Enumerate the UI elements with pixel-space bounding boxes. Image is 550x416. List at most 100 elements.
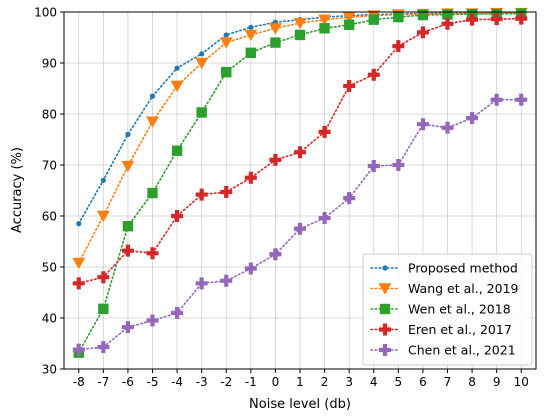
data-point bbox=[367, 68, 380, 81]
data-point bbox=[466, 13, 479, 26]
data-point bbox=[269, 153, 282, 166]
data-point bbox=[343, 192, 356, 205]
data-point bbox=[269, 248, 282, 261]
legend-marker bbox=[382, 265, 388, 271]
x-tick-label: 6 bbox=[419, 375, 427, 389]
data-point bbox=[392, 40, 405, 53]
x-tick-label: 8 bbox=[468, 375, 476, 389]
legend-label: Wang et al., 2019 bbox=[408, 281, 519, 296]
legend-marker bbox=[378, 283, 392, 295]
x-tick-label: -6 bbox=[122, 375, 134, 389]
data-point bbox=[121, 244, 134, 257]
data-point bbox=[294, 29, 306, 41]
x-tick-label: -5 bbox=[147, 375, 159, 389]
legend-box bbox=[362, 253, 533, 366]
y-tick-label: 80 bbox=[42, 108, 57, 122]
data-point bbox=[442, 9, 453, 20]
data-point bbox=[199, 51, 205, 57]
data-point bbox=[294, 146, 306, 159]
x-tick-label: 7 bbox=[444, 375, 452, 389]
data-point bbox=[318, 14, 332, 26]
x-axis-label: Noise level (db) bbox=[249, 397, 351, 412]
data-point bbox=[72, 257, 86, 270]
data-point bbox=[490, 93, 503, 106]
data-point bbox=[97, 341, 110, 354]
data-point bbox=[515, 12, 528, 25]
y-tick-label: 70 bbox=[42, 159, 57, 173]
data-point bbox=[76, 221, 82, 227]
data-point bbox=[490, 13, 503, 26]
data-point bbox=[97, 271, 110, 284]
legend: Proposed method Wang et al., 2019 Wen et a… bbox=[362, 253, 533, 366]
series-4 bbox=[72, 93, 528, 356]
data-point bbox=[367, 160, 380, 173]
legend-label: Chen et al., 2021 bbox=[408, 343, 516, 358]
data-point bbox=[318, 212, 331, 225]
data-point bbox=[72, 343, 85, 356]
y-tick-label: 60 bbox=[42, 210, 57, 224]
data-point bbox=[223, 32, 229, 38]
x-tick-label: 9 bbox=[493, 375, 501, 389]
data-point bbox=[96, 210, 110, 223]
data-point bbox=[171, 306, 184, 319]
data-point bbox=[318, 125, 331, 138]
data-point bbox=[416, 26, 429, 39]
x-tick-label: 3 bbox=[345, 375, 353, 389]
legend-label: Wen et al., 2018 bbox=[408, 302, 511, 317]
data-point bbox=[219, 37, 233, 49]
data-point bbox=[392, 159, 405, 171]
legend-item: Wang et al., 2019 bbox=[370, 281, 519, 296]
legend-marker bbox=[379, 323, 391, 336]
series-2 bbox=[73, 8, 527, 358]
data-point bbox=[416, 118, 429, 131]
data-point bbox=[125, 131, 131, 137]
y-tick-label: 40 bbox=[42, 312, 57, 326]
data-point bbox=[196, 107, 207, 118]
data-point bbox=[146, 314, 159, 327]
data-point bbox=[171, 210, 184, 222]
data-point bbox=[146, 247, 159, 260]
data-point bbox=[244, 171, 257, 184]
data-point bbox=[417, 9, 429, 21]
y-tick-label: 30 bbox=[42, 363, 57, 377]
y-axis-label: Accuracy (%) bbox=[10, 147, 25, 233]
data-point bbox=[171, 145, 183, 156]
data-point bbox=[220, 186, 233, 199]
series-3 bbox=[72, 12, 528, 290]
data-point bbox=[244, 262, 257, 275]
x-tick-label: -3 bbox=[196, 375, 208, 389]
data-point bbox=[221, 66, 232, 78]
x-tick-label: -4 bbox=[171, 375, 183, 389]
legend-item: Proposed method bbox=[370, 261, 518, 276]
data-point bbox=[293, 18, 307, 30]
data-point bbox=[195, 57, 209, 70]
x-tick-label: 10 bbox=[514, 375, 529, 389]
data-point bbox=[268, 23, 282, 35]
x-tick-label: -1 bbox=[245, 375, 257, 389]
data-point bbox=[146, 116, 159, 128]
legend-marker bbox=[379, 303, 391, 315]
data-point bbox=[147, 187, 158, 199]
x-tick-label: 4 bbox=[370, 375, 378, 389]
data-point bbox=[441, 121, 454, 134]
data-point bbox=[195, 277, 208, 290]
data-point bbox=[121, 160, 135, 173]
legend-label: Eren et al., 2017 bbox=[408, 322, 512, 337]
x-tick-label: -7 bbox=[97, 375, 109, 389]
data-point bbox=[121, 321, 134, 334]
data-point bbox=[220, 274, 233, 287]
legend-label: Proposed method bbox=[408, 261, 518, 276]
x-tick-label: 1 bbox=[296, 375, 304, 389]
data-point bbox=[342, 11, 356, 24]
axes-ticks: -8 -7 -6 -5 -4 -3 -2 -1 0 1 2 3 4 5 6 7 8 9 10 30 40 50 60 70 80… bbox=[34, 6, 529, 390]
data-point bbox=[441, 17, 454, 30]
x-tick-label: -2 bbox=[220, 375, 232, 389]
x-tick-label: -8 bbox=[73, 375, 85, 389]
legend-item: Chen et al., 2021 bbox=[370, 343, 516, 358]
data-point bbox=[98, 303, 109, 315]
x-tick-label: 2 bbox=[321, 375, 329, 389]
data-point bbox=[368, 14, 379, 25]
data-point bbox=[100, 177, 106, 183]
x-tick-label: 0 bbox=[272, 375, 280, 389]
